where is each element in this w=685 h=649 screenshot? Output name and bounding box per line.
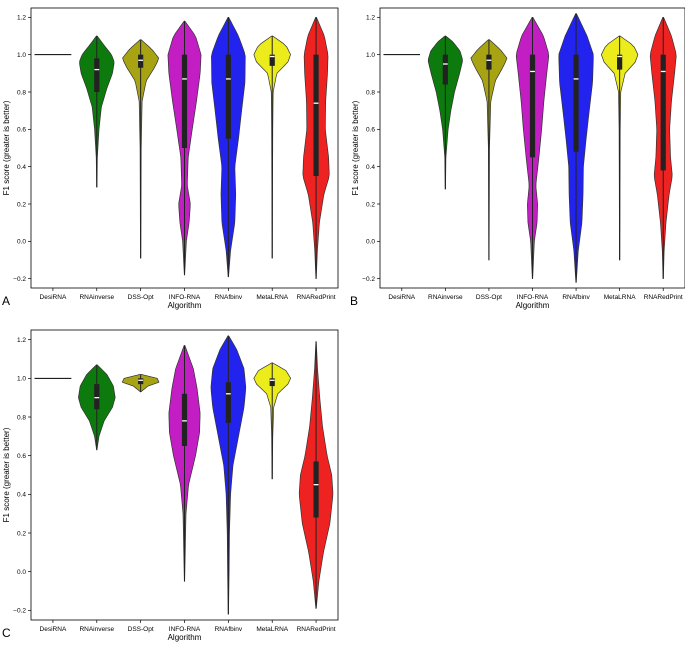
x-tick-label: INFO-RNA [517,294,549,301]
y-tick-label: 0.8 [17,414,26,421]
violin-iqr-dss-opt [138,378,144,385]
violin-iqr-dss-opt [486,54,492,70]
x-tick-label: RNARedPrint [297,626,336,633]
violin-iqr-rnainverse [94,58,100,92]
y-tick-label: 1.2 [366,15,375,22]
y-tick-label: −0.2 [362,276,375,283]
x-tick-label: RNARedPrint [644,294,683,301]
x-tick-label: MetaLRNA [256,294,288,301]
y-tick-label: −0.2 [13,608,26,615]
panel-c: −0.2 0.0 0.2 0.4 0.6 0.8 1.0 1.2 DesiRNA RNAinver… [2,329,339,642]
violin-iqr-dss-opt [138,54,144,68]
x-tick-label: DesiRNA [40,294,67,301]
violin-iqr-rnainverse [94,384,100,410]
y-tick-label: 0.4 [17,164,26,171]
y-tick-label: 1.2 [17,15,26,22]
violin-iqr-info-rna [181,393,188,446]
y-tick-label: 0.4 [366,164,375,171]
y-axis-label: F1 score (greater is better) [2,427,11,522]
x-tick-label: DSS-Opt [476,294,502,301]
x-tick-label: RNARedPrint [297,294,336,301]
x-tick-label: DesiRNA [40,626,67,633]
x-tick-label: RNAfbinv [215,626,243,633]
y-tick-label: 1.0 [17,52,26,59]
x-tick-label: INFO-RNA [169,294,201,301]
violin-iqr-metalrna [269,54,275,66]
y-tick-label: 0.6 [17,127,26,134]
violin-iqr-metalrna [269,378,275,387]
y-tick-label: −0.2 [13,276,26,283]
x-tick-label: MetaLRNA [604,294,636,301]
violin-iqr-rnaredprint [313,461,319,518]
y-tick-label: 0.6 [366,127,375,134]
x-tick-label: RNAinverse [428,294,463,301]
violin-iqr-rnaredprint [660,54,666,171]
violin-iqr-rnafbinv [225,382,231,423]
panel-label: A [2,294,10,308]
y-tick-label: 0.0 [17,239,26,246]
x-tick-label: RNAfbinv [562,294,590,301]
panel-a: −0.2 0.0 0.2 0.4 0.6 0.8 1.0 1.2 DesiRNA RNAinver… [2,7,339,310]
y-axis-label: F1 score (greater is better) [2,100,11,195]
y-tick-label: 0.4 [17,492,26,499]
y-axis-label: F1 score (greater is better) [351,100,360,195]
violin-iqr-metalrna [617,54,623,70]
y-tick-label: 0.8 [366,89,375,96]
violin-iqr-info-rna [529,54,536,158]
violin-iqr-rnafbinv [225,54,231,139]
x-axis-label: Algorithm [168,301,202,310]
y-tick-label: 1.2 [17,337,26,344]
violin-iqr-rnainverse [442,54,448,85]
x-tick-label: DesiRNA [388,294,415,301]
y-tick-label: 0.2 [366,201,375,208]
y-tick-label: 1.0 [17,376,26,383]
violin-iqr-info-rna [181,54,188,148]
x-tick-label: RNAinverse [79,294,114,301]
x-tick-label: RNAinverse [79,626,114,633]
y-tick-label: 0.2 [17,201,26,208]
y-tick-label: 0.8 [17,89,26,96]
y-tick-label: 0.6 [17,453,26,460]
y-tick-label: 1.0 [366,52,375,59]
x-tick-label: INFO-RNA [169,626,201,633]
x-axis-label: Algorithm [168,633,202,642]
x-tick-label: DSS-Opt [128,294,154,301]
panel-label: B [350,294,358,308]
x-axis-label: Algorithm [516,301,550,310]
violin-iqr-rnafbinv [573,54,579,152]
y-tick-label: 0.0 [366,239,375,246]
panel-label: C [2,626,11,640]
y-tick-label: 0.2 [17,530,26,537]
x-tick-label: DSS-Opt [128,626,154,633]
violin-iqr-rnaredprint [313,54,319,176]
y-tick-label: 0.0 [17,569,26,576]
panel-b: −0.2 0.0 0.2 0.4 0.6 0.8 1.0 1.2 DesiRNA RNAinver… [350,7,685,310]
x-tick-label: MetaLRNA [256,626,288,633]
x-tick-label: RNAfbinv [215,294,243,301]
